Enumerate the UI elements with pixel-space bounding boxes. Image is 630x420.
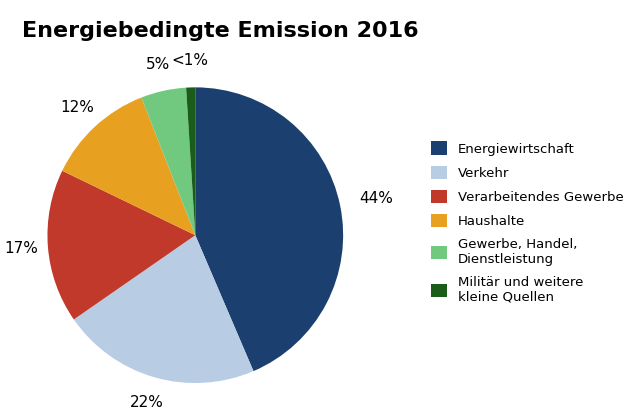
- Wedge shape: [62, 97, 195, 235]
- Legend: Energiewirtschaft, Verkehr, Verarbeitendes Gewerbe, Haushalte, Gewerbe, Handel,
: Energiewirtschaft, Verkehr, Verarbeitend…: [432, 142, 624, 304]
- Wedge shape: [47, 171, 195, 320]
- Text: 12%: 12%: [60, 100, 94, 115]
- Wedge shape: [186, 87, 195, 235]
- Text: 44%: 44%: [359, 191, 393, 206]
- Wedge shape: [141, 88, 195, 235]
- Text: 5%: 5%: [146, 58, 169, 72]
- Text: <1%: <1%: [171, 53, 209, 68]
- Text: Energiebedingte Emission 2016: Energiebedingte Emission 2016: [22, 21, 419, 41]
- Wedge shape: [195, 87, 343, 371]
- Text: 22%: 22%: [130, 395, 164, 410]
- Text: 17%: 17%: [4, 241, 38, 256]
- Wedge shape: [74, 235, 253, 383]
